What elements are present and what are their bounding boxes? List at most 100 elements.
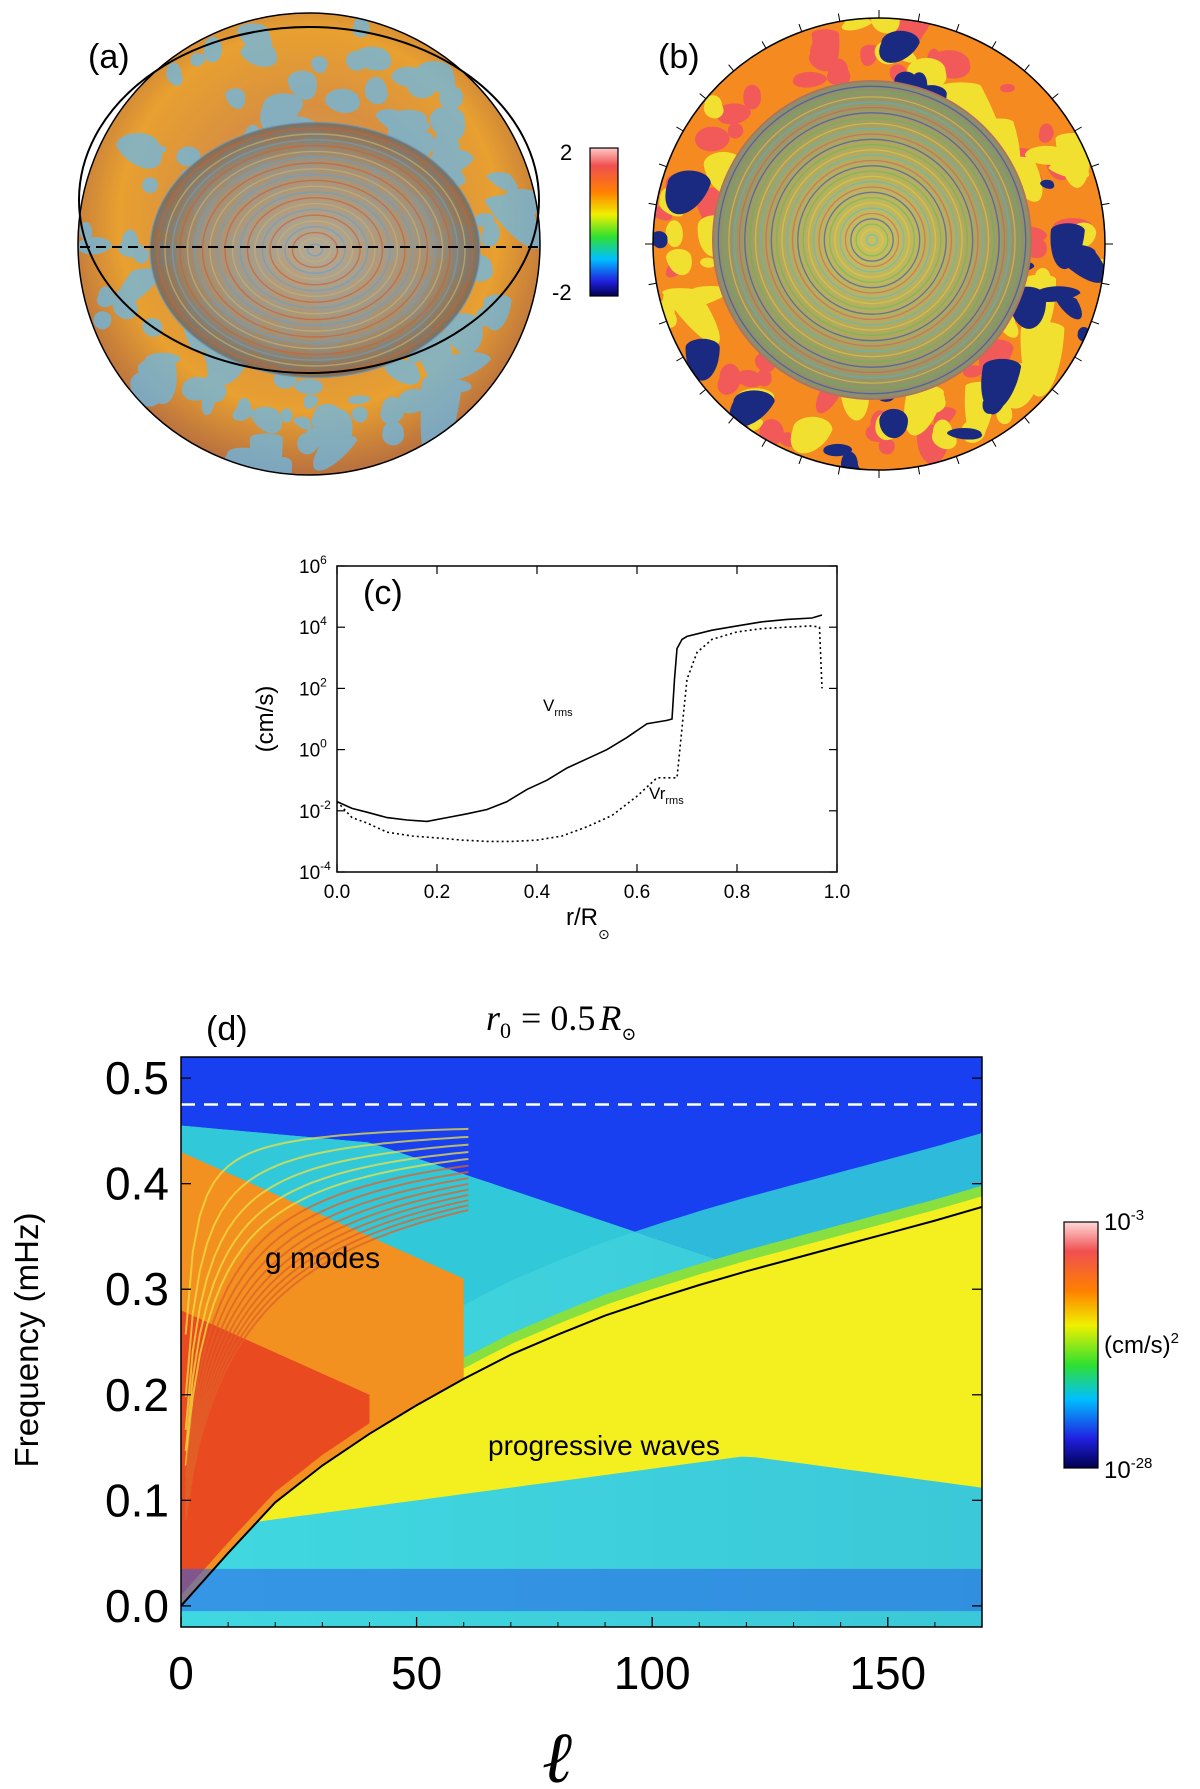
panel-b-tick [917, 13, 921, 22]
panel-a-ring [194, 156, 436, 344]
panel-c-ytick-label: 10-4 [299, 859, 331, 884]
panel-c-xtick-label: 0.4 [524, 882, 551, 903]
panel-b-ring [786, 154, 958, 326]
panel-b-tick [1101, 202, 1110, 206]
panel-c-xtick-label: 0.2 [424, 882, 450, 903]
panel-a-ring [171, 139, 459, 361]
panel-b-ring [754, 122, 990, 358]
panel-d-gmode-ridge [184, 1151, 469, 1451]
panel-b: (b) [645, 10, 1113, 478]
panel-b-ring [834, 202, 910, 278]
panel-a-ring [216, 173, 414, 327]
panel-b-tick [658, 320, 667, 325]
panel-b-tick [761, 439, 767, 447]
panel-a-ring [231, 185, 399, 315]
panel-b-tick [1023, 64, 1030, 72]
panel-b-tick [658, 163, 667, 168]
panel-c-ytick-label: 102 [299, 675, 327, 700]
panel-c-frame [336, 565, 838, 873]
panel-c-ylabel: (cm/s) [252, 686, 279, 753]
panel-b-tick [991, 41, 997, 49]
panel-b-tick [761, 41, 767, 49]
panel-d-xtick-label: 150 [849, 1647, 926, 1699]
panel-d-ylabel: Frequency (mHz) [8, 1213, 45, 1468]
colorbar-ab: 2 -2 [552, 140, 619, 305]
panel-d-low-frequency-band [181, 1568, 982, 1612]
panel-b-ring [765, 133, 979, 347]
panel-b-tick [798, 23, 803, 32]
panel-d-ytick-label: 0.2 [105, 1369, 169, 1421]
panel-d-progressive-wave-region [181, 1196, 982, 1596]
panel-d-xtick-label: 100 [614, 1647, 691, 1699]
colorbar-d-bottom-label: 10-28 [1104, 1455, 1152, 1484]
panel-c-legend-vr-rms: Vrrms [649, 784, 684, 807]
panel-b-radiative-core [712, 80, 1032, 400]
panel-d-annotation-progressive: progressive waves [488, 1430, 720, 1461]
panel-b-ring [717, 85, 1027, 395]
panel-b-ring [749, 117, 995, 363]
panel-a-ring [291, 231, 339, 269]
panel-b-tick [648, 282, 657, 286]
panel-c-xtick-label: 1.0 [824, 882, 850, 903]
panel-a-ring [186, 150, 444, 350]
panel-d-xtick-label: 50 [391, 1647, 442, 1699]
panel-a-ring [261, 208, 369, 292]
panel-c-xtick-label: 0.8 [724, 882, 750, 903]
panel-d-mid-power-region [181, 1125, 982, 1532]
panel-c-xtick-label: 0.6 [624, 882, 650, 903]
panel-d-title: r0 = 0.5 R⊙ [486, 998, 636, 1044]
panel-d-gmode-ridge [184, 1209, 469, 1520]
panel-a-ring [149, 121, 481, 379]
panel-d-annotation-gmodes: g modes [265, 1242, 380, 1275]
panel-b-tick [1074, 356, 1082, 362]
panel-b-tick [676, 356, 684, 362]
panel-d-gmode-ridge [184, 1136, 469, 1397]
colorbar-d-gradient [1063, 1221, 1099, 1469]
panel-b-tick [676, 126, 684, 132]
panel-d-gmode-ridges [184, 1127, 469, 1520]
colorbar-ab-max-label: 2 [560, 140, 572, 165]
panel-d-gmode-ridge [184, 1127, 469, 1335]
panel-a-ring [201, 162, 429, 338]
panel-b-ring [807, 175, 937, 305]
panel-b-ring [823, 191, 921, 289]
panel-b-ring [866, 234, 878, 246]
panel-b-ring [760, 128, 984, 352]
panel-c-xlabel: r/R⊙ [566, 904, 610, 942]
colorbar-d-top-label: 10-3 [1104, 1207, 1144, 1236]
colorbar-ab-min-label: -2 [552, 280, 572, 305]
panel-c-xtick-label: 0.0 [324, 882, 350, 903]
panel-c-ytick-label: 106 [299, 553, 327, 578]
panel-d-ytick-label: 0.5 [105, 1052, 169, 1104]
panel-d-gmode-ridge [184, 1164, 469, 1478]
panel-b-ring [781, 149, 963, 331]
panel-a-ring [306, 243, 324, 257]
panel-c-legend-vrms: Vrms [543, 696, 573, 719]
panel-a-radiative-core [150, 122, 480, 378]
panel-b-tick [1091, 163, 1100, 168]
panel-b-tick [728, 416, 735, 424]
panel-b-ring [722, 90, 1022, 390]
panel-b-ring [813, 181, 931, 299]
panel-b-tick [991, 439, 997, 447]
panel-c-ytick-label: 10-2 [299, 798, 331, 823]
panel-a-label: (a) [88, 38, 130, 76]
panel-b-ring [850, 218, 894, 262]
panel-d-gmode-ridge [184, 1204, 469, 1517]
panel-b-tick [1051, 388, 1059, 395]
panel-d-ticks: 0 50 100 150 0.0 0.1 0.2 0.3 0.4 0.5 [105, 1052, 982, 1699]
panel-d-gmode-ridge [184, 1194, 469, 1510]
panel-c-series-vr-rms [336, 625, 823, 843]
panel-b-tick [1051, 93, 1059, 100]
panel-b-label: (b) [658, 38, 700, 76]
panel-b-ring [770, 138, 974, 342]
panel-b-ring [791, 159, 953, 321]
panel-b-tick [955, 456, 960, 465]
panel-a: (a) [77, 12, 541, 476]
panel-b-ring [802, 170, 942, 310]
panel-d-ytick-label: 0.4 [105, 1158, 169, 1210]
panel-c-ytick-label: 104 [299, 614, 327, 639]
panel-a-ring [179, 144, 451, 356]
panel-d-gmode-ridge [184, 1183, 469, 1500]
